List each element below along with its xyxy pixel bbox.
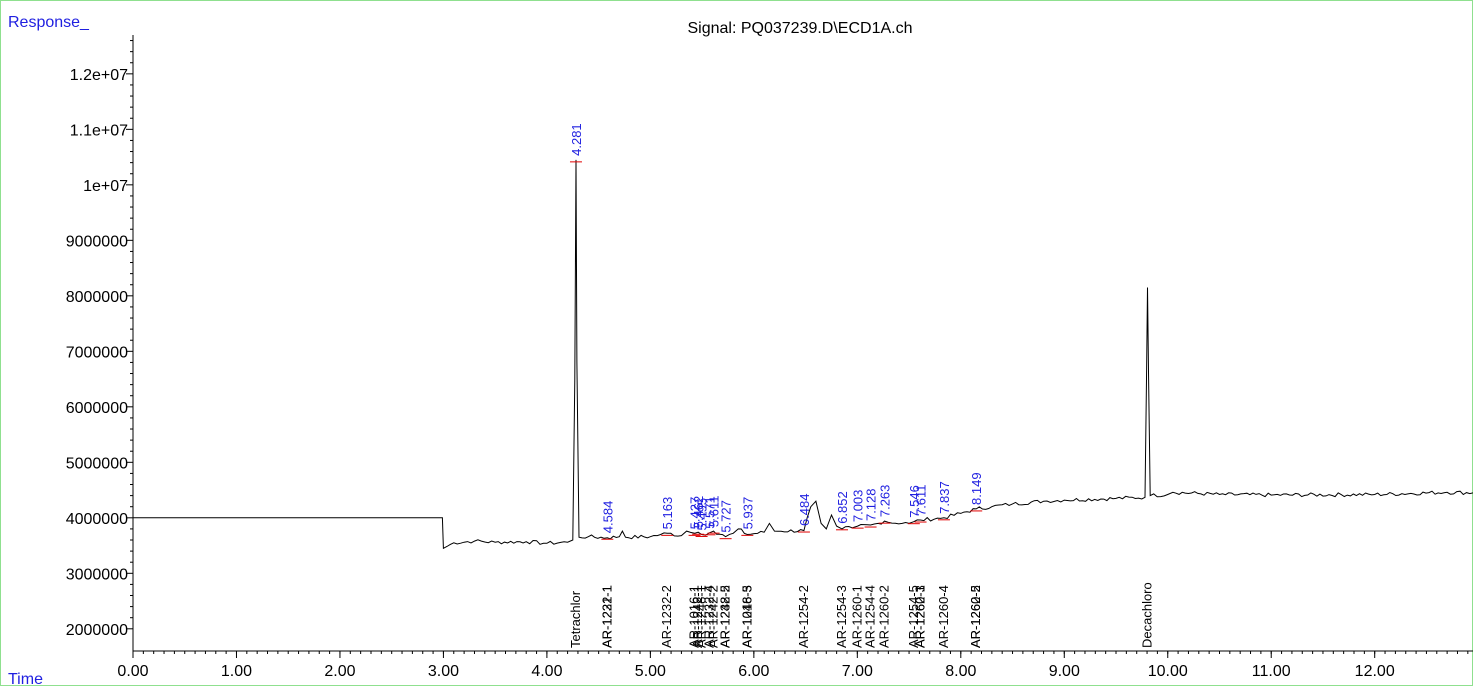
compound-label: AR-1260-1 xyxy=(850,585,865,648)
peak-label: 7.837 xyxy=(937,481,952,514)
x-tick-label: 1.00 xyxy=(221,663,252,680)
y-tick-label: 5000000 xyxy=(66,455,128,472)
peak-label: 7.003 xyxy=(851,490,866,523)
peak-label: 7.546 xyxy=(907,485,922,518)
compound-label: AR-1232-4 xyxy=(701,585,716,648)
peak-label: 7.611 xyxy=(914,484,929,516)
peak-label: 5.163 xyxy=(660,497,675,530)
compound-label: AR-1232-2 xyxy=(659,585,674,648)
x-axis-label: Time xyxy=(8,671,43,686)
y-tick-label: 3000000 xyxy=(66,566,128,583)
compound-label: AR-1242-1 xyxy=(690,585,705,648)
compound-label: AR-1248-2 xyxy=(718,585,733,648)
peak-label: 5.427 xyxy=(688,497,703,530)
compound-label: AR-1254-2 xyxy=(796,585,811,648)
compound-label: AR-1248-1 xyxy=(694,585,709,648)
compound-label: AR-1260-5 xyxy=(968,585,983,648)
compound-label: AR-1254-5 xyxy=(906,585,921,648)
compound-label: AR-1260-2 xyxy=(877,585,892,648)
x-tick-label: 7.00 xyxy=(842,663,873,680)
peak-label: 5.611 xyxy=(707,496,722,528)
compound-label: AR-1262-1 xyxy=(913,585,928,648)
x-tick-label: 12.00 xyxy=(1355,663,1395,680)
compound-label: AR-1248-3 xyxy=(739,585,754,648)
y-tick-label: 2000000 xyxy=(66,622,128,639)
peak-label: 7.263 xyxy=(878,485,893,518)
x-tick-label: 3.00 xyxy=(428,663,459,680)
x-tick-label: 11.00 xyxy=(1252,663,1291,680)
compound-label: Decachloro xyxy=(1139,582,1154,648)
chart-title: Signal: PQ037239.D\ECD1A.ch xyxy=(687,20,912,37)
y-tick-label: 1.2e+07 xyxy=(70,67,128,84)
y-tick-label: 8000000 xyxy=(66,289,128,306)
peak-label: 6.852 xyxy=(835,491,850,524)
x-tick-label: 8.00 xyxy=(945,663,976,680)
y-axis-label: Response_ xyxy=(8,14,90,31)
compound-label: AR-1254-4 xyxy=(863,585,878,648)
peak-label: 5.495 xyxy=(695,498,710,531)
peak-label: 8.149 xyxy=(969,472,984,505)
x-tick-label: 2.00 xyxy=(324,663,355,680)
y-tick-label: 1.1e+07 xyxy=(70,122,128,139)
x-tick-label: 0.00 xyxy=(117,663,148,680)
y-tick-label: 6000000 xyxy=(66,400,128,417)
x-tick-label: 9.00 xyxy=(1049,663,1080,680)
y-tick-label: 7000000 xyxy=(66,344,128,361)
compound-label: AR-1262-2 xyxy=(968,585,983,648)
compound-label: AR-1016-1 xyxy=(687,585,702,648)
x-tick-label: 4.00 xyxy=(531,663,562,680)
y-tick-label: 1e+07 xyxy=(83,178,128,195)
compound-label: AR-1016-5 xyxy=(739,585,754,648)
compound-label: Tetrachlor xyxy=(568,590,583,648)
peak-label: 5.937 xyxy=(740,497,755,530)
compound-label: AR-1260-3 xyxy=(913,585,928,648)
compound-label: AR-1260-4 xyxy=(936,585,951,648)
signal-trace xyxy=(133,159,1473,550)
compound-label: AR-1254-3 xyxy=(834,585,849,648)
x-tick-label: 5.00 xyxy=(635,663,666,680)
compound-label: AR-1221-1 xyxy=(599,585,614,648)
compound-label: AR-1232-5 xyxy=(718,585,733,648)
y-tick-label: 9000000 xyxy=(66,233,128,250)
peak-label: 4.584 xyxy=(600,501,615,534)
peak-label: 5.727 xyxy=(719,500,734,533)
peak-label: 7.128 xyxy=(864,488,879,521)
x-tick-label: 10.00 xyxy=(1148,663,1188,680)
compound-label: AR-1242-2 xyxy=(706,585,721,648)
peak-label: 5.462 xyxy=(691,496,706,529)
peak-label: 6.484 xyxy=(797,493,812,526)
compound-label: AR-1232-1 xyxy=(599,585,614,648)
x-tick-label: 6.00 xyxy=(738,663,769,680)
y-tick-label: 4000000 xyxy=(66,511,128,528)
peak-label: 4.281 xyxy=(569,123,584,156)
peak-label: 5.571 xyxy=(702,496,717,529)
